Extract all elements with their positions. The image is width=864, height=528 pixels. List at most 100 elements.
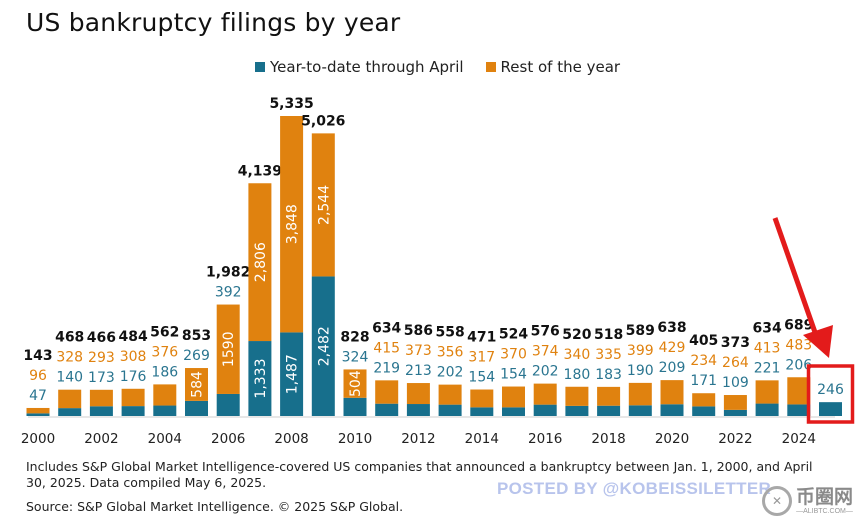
- bar-ytd-2016: [533, 404, 557, 416]
- label-rest-2022: 264: [722, 355, 749, 371]
- label-total-2008: 5,335: [269, 96, 313, 112]
- label-rest-2009: 2,544: [316, 185, 332, 225]
- x-tick-2010: 2010: [338, 431, 372, 447]
- label-ytd-2004: 186: [151, 364, 178, 380]
- bar-rest-2010: [343, 369, 367, 398]
- label-total-2004: 562: [150, 324, 179, 340]
- bar-rest-2007: [248, 183, 272, 342]
- label-rest-2013: 356: [437, 345, 464, 361]
- x-tick-2016: 2016: [528, 431, 562, 447]
- bar-ytd-2012: [406, 404, 430, 416]
- bar-rest-2011: [375, 380, 399, 404]
- label-rest-2008: 3,848: [285, 204, 301, 244]
- label-ytd-2008: 1,487: [285, 354, 301, 394]
- label-total-2006: 1,982: [206, 265, 250, 281]
- brand-name: 币圈网: [796, 486, 854, 508]
- bar-ytd-2005: [185, 400, 208, 416]
- x-tick-2024: 2024: [782, 431, 816, 447]
- bar-ytd-2022: [723, 409, 747, 416]
- label-ytd-2001: 140: [56, 370, 83, 386]
- label-ytd-2006: 392: [215, 285, 242, 301]
- label-ytd-2014: 154: [468, 370, 495, 386]
- label-total-2017: 520: [562, 327, 591, 343]
- label-rest-2021: 234: [690, 353, 717, 369]
- label-total-2003: 484: [118, 329, 147, 345]
- legend-swatch-rest: [485, 62, 496, 72]
- label-total-2011: 634: [372, 320, 401, 336]
- label-total-2009: 5,026: [301, 113, 345, 129]
- bar-ytd-2021: [692, 406, 716, 416]
- label-ytd-2012: 213: [405, 363, 432, 379]
- label-rest-2017: 340: [564, 347, 591, 363]
- label-total-2010: 828: [340, 329, 369, 345]
- label-ytd-2002: 173: [88, 370, 115, 386]
- bar-ytd-2020: [660, 404, 684, 416]
- x-tick-2012: 2012: [401, 431, 435, 447]
- bar-rest-2022: [723, 395, 747, 410]
- x-tick-2008: 2008: [274, 431, 308, 447]
- bar-ytd-2023: [755, 403, 779, 416]
- bar-ytd-2007: [248, 341, 272, 416]
- annotation-arrow-shaft: [772, 217, 820, 339]
- bar-ytd-2014: [470, 407, 494, 416]
- label-total-2020: 638: [657, 320, 686, 336]
- bar-rest-2016: [533, 383, 557, 405]
- label-rest-2000: 96: [29, 368, 47, 384]
- bar-rest-2009: [311, 133, 335, 277]
- label-ytd-2022: 109: [722, 375, 749, 391]
- label-total-2016: 576: [531, 324, 560, 340]
- label-rest-2019: 399: [627, 343, 654, 359]
- bar-rest-2024: [787, 377, 811, 405]
- bar-ytd-2025: [819, 402, 842, 416]
- legend-label-ytd: Year-to-date through April: [270, 58, 464, 76]
- label-total-2000: 143: [23, 348, 52, 364]
- x-tick-2018: 2018: [591, 431, 625, 447]
- bar-rest-2014: [470, 389, 494, 408]
- bar-rest-2019: [628, 382, 652, 406]
- bar-rest-2006: [216, 304, 240, 394]
- x-tick-2004: 2004: [148, 431, 182, 447]
- label-rest-2002: 293: [88, 350, 115, 366]
- label-ytd-2013: 202: [437, 365, 464, 381]
- bar-rest-2012: [406, 383, 430, 405]
- label-ytd-2003: 176: [120, 369, 147, 385]
- label-rest-2003: 308: [120, 349, 147, 365]
- bar-rest-2021: [692, 393, 716, 407]
- bar-rest-2015: [502, 386, 525, 408]
- label-ytd-2000: 47: [29, 388, 47, 404]
- annotation-arrow-head: [803, 325, 833, 358]
- label-total-2019: 589: [626, 323, 655, 339]
- bar-rest-2005: [185, 368, 208, 401]
- brand-logo: ✕ 币圈网 —ALIBTC.COM—: [762, 486, 853, 516]
- watermark: POSTED BY @KOBEISSILETTER: [497, 479, 772, 498]
- label-ytd-2010: 324: [342, 349, 369, 365]
- x-tick-2020: 2020: [655, 431, 689, 447]
- legend-item-rest: Rest of the year: [485, 58, 620, 76]
- bar-ytd-2008: [280, 332, 304, 416]
- x-tick-2006: 2006: [211, 431, 245, 447]
- label-rest-2016: 374: [532, 344, 559, 360]
- label-total-2021: 405: [689, 333, 718, 349]
- label-ytd-2011: 219: [373, 360, 400, 376]
- bar-ytd-2019: [628, 405, 652, 416]
- bar-ytd-2001: [58, 408, 82, 416]
- chart-legend: Year-to-date through April Rest of the y…: [255, 58, 620, 76]
- bar-ytd-2004: [153, 405, 177, 416]
- source-note: Source: S&P Global Market Intelligence. …: [26, 499, 404, 514]
- label-rest-2006: 1590: [221, 331, 237, 367]
- label-total-2005: 853: [182, 328, 211, 344]
- label-rest-2010: 504: [348, 370, 364, 397]
- bar-ytd-2010: [343, 397, 367, 416]
- label-rest-2014: 317: [468, 350, 495, 366]
- bar-rest-2004: [153, 384, 177, 406]
- bar-ytd-2009: [311, 276, 335, 416]
- x-tick-2002: 2002: [84, 431, 118, 447]
- label-rest-2012: 373: [405, 343, 432, 359]
- label-rest-2015: 370: [500, 347, 527, 363]
- footnote: Includes S&P Global Market Intelligence-…: [26, 459, 813, 490]
- bar-rest-2002: [89, 389, 113, 407]
- label-ytd-2015: 154: [500, 367, 527, 383]
- label-ytd-2017: 180: [564, 367, 591, 383]
- label-total-2013: 558: [435, 325, 464, 341]
